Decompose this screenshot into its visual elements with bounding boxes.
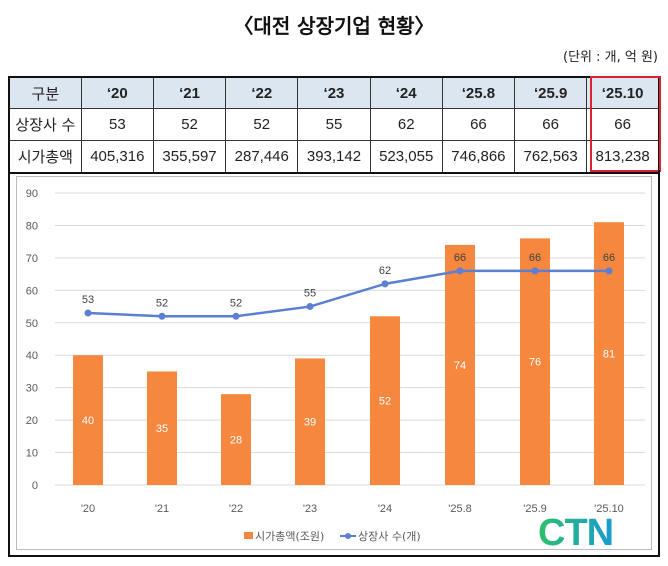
legend-label-bar: 시가총액(조원) [255,530,324,543]
table-cell: 355,597 [152,140,227,174]
y-tick-label: 60 [26,285,38,297]
y-tick-label: 0 [32,480,38,492]
column-header: ‘25.8 [441,76,516,109]
x-tick-label: '25.8 [448,503,472,515]
x-tick-label: '22 [229,503,243,515]
line-label: 66 [529,252,541,264]
line-series [87,269,609,318]
column-header: ‘23 [297,76,371,109]
x-tick-label: '25.9 [523,503,547,515]
x-tick-label: '20 [81,503,95,515]
table-cell: 405,316 [80,140,154,174]
table-cell: 62 [369,108,443,141]
column-header: ‘25.9 [514,76,588,109]
column-header: ‘21 [152,76,227,109]
line-label: 66 [454,252,466,264]
page-title: 〈대전 상장기업 현황〉 [233,14,435,38]
bar-label: 76 [529,357,541,369]
bar [445,244,475,485]
table-cell: 66 [514,108,588,141]
table-cell: 52 [225,108,299,141]
column-header: ‘22 [225,76,299,109]
bar-label: 52 [379,396,391,408]
line-label: 66 [603,252,615,264]
x-tick-label: '24 [378,503,392,515]
x-tick-label: '21 [155,503,169,515]
line-point [531,267,539,275]
line-label: 53 [82,294,94,306]
line-point [84,309,92,317]
bar [221,394,251,485]
table-cell: 66 [586,108,660,141]
table-cell: 813,238 [586,140,660,174]
bar-label: 40 [82,415,94,427]
bar-label: 81 [603,349,615,361]
chart-area [16,176,652,550]
column-header: ‘24 [369,76,443,109]
y-tick-label: 20 [26,415,38,427]
x-tick-label: '23 [303,503,317,515]
legend-bar-swatch [244,532,253,539]
table-cell: 287,446 [225,140,299,174]
line-point [605,267,613,275]
chart-frame [8,170,660,557]
legend-label-line: 상장사 수(개) [358,530,421,543]
bar [73,355,103,485]
table-row: 상장사 수 53 52 52 55 62 66 66 66 [8,108,660,141]
table-row: 시가총액 405,316 355,597 287,446 393,142 523,055 7… [8,140,660,174]
y-tick-label: 70 [26,253,38,265]
y-tick-label: 40 [26,350,38,362]
table-cell: 393,142 [297,140,371,174]
y-tick-label: 50 [26,318,38,330]
bar-label: 35 [156,423,168,435]
y-tick-label: 90 [26,188,38,200]
x-tick-label: '25.10 [594,503,624,515]
legend-line-marker [345,533,351,539]
y-tick-label: 30 [26,383,38,395]
bar [147,371,177,485]
bar-label: 74 [454,360,466,372]
unit-note: (단위 : 개, 억 원) [563,50,658,65]
line-point [306,303,314,311]
line-label: 62 [379,265,391,277]
bar [370,316,400,485]
table-cell: 52 [152,108,227,141]
line-label: 52 [230,297,242,309]
table-header-row: 구분 ‘20 ‘21 ‘22 ‘23 ‘24 ‘25.8 ‘25.9 ‘25.10 [8,76,660,109]
ctn-logo: CTN [538,512,614,554]
line-label: 52 [156,297,168,309]
row-label: 시가총액 [8,140,82,174]
bar-label: 39 [304,417,316,429]
bar [520,238,550,485]
column-header: ‘25.10 [586,76,660,109]
bar-label: 28 [230,435,242,447]
y-tick-label: 80 [26,220,38,232]
bar [295,358,325,485]
table-cell: 523,055 [369,140,443,174]
table-cell: 762,563 [514,140,588,174]
table-cell: 53 [80,108,154,141]
line-point [456,267,464,275]
column-header: 구분 [8,76,82,109]
line-point [381,280,389,288]
line-point [232,312,240,320]
line-point [158,312,166,320]
y-tick-label: 10 [26,448,38,460]
line-label: 55 [304,288,316,300]
column-header: ‘20 [80,76,154,109]
table-cell: 55 [297,108,371,141]
bar [594,222,624,485]
